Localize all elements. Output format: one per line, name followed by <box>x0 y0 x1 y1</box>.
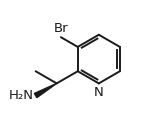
Text: H₂N: H₂N <box>9 89 34 102</box>
Text: N: N <box>94 86 104 99</box>
Text: Br: Br <box>54 22 68 35</box>
Polygon shape <box>34 83 57 98</box>
